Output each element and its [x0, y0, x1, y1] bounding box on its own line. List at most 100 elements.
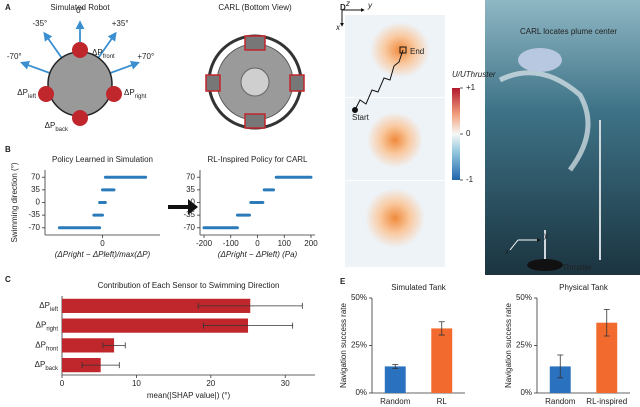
- sensor-label-sub: left: [28, 94, 36, 100]
- axis-name: x: [504, 247, 510, 256]
- sensor: [72, 110, 88, 126]
- panel-label: B: [5, 145, 11, 154]
- x-tick-label: -200: [196, 239, 213, 248]
- carl-image: [205, 34, 305, 130]
- sensor-label: ΔPright: [124, 88, 147, 99]
- colorbar-tick-label: +1: [466, 83, 476, 92]
- error-bar: [102, 342, 126, 349]
- bar: [62, 318, 249, 333]
- sensor-label-base: ΔP: [45, 121, 56, 130]
- error-bar: [603, 309, 610, 337]
- x-axis-label: (ΔPright − ΔPleft) (Pa): [218, 250, 298, 259]
- angle-label: -35°: [32, 19, 47, 28]
- y-tick-label: -70: [28, 223, 40, 232]
- y-tick-label-base: ΔP: [39, 301, 50, 310]
- angle-label: +70°: [137, 52, 154, 61]
- y-tick-label-sub: back: [45, 366, 59, 372]
- y-tick-label: 25%: [516, 341, 532, 350]
- bar: [62, 298, 251, 313]
- y-axis-label: Navigation success rate: [504, 302, 513, 387]
- sensor-label-base: ΔP: [17, 88, 28, 97]
- y-tick-label: -70: [183, 223, 195, 232]
- chart-title: Policy Learned in Simulation: [52, 155, 153, 164]
- y-tick-label: 25%: [351, 341, 367, 350]
- sensor: [106, 86, 122, 102]
- axis-name: x: [335, 23, 341, 32]
- y-tick-label: ΔPright: [36, 321, 59, 332]
- y-tick-label-sub: front: [46, 346, 58, 352]
- y-tick-label: 0: [36, 198, 41, 207]
- sensor: [38, 86, 54, 102]
- x-tick-label: 10: [132, 379, 141, 388]
- y-tick-label-sub: left: [50, 306, 58, 312]
- y-tick-label: 70: [31, 172, 40, 181]
- x-tick-label: 100: [278, 239, 292, 248]
- y-tick-label-sub: right: [46, 326, 58, 332]
- sensor-label: ΔPback: [45, 121, 69, 132]
- axis-name: y: [543, 231, 549, 240]
- bar: [62, 338, 115, 353]
- y-tick-label: 0: [191, 198, 196, 207]
- panel-label: E: [340, 277, 346, 286]
- error-bar: [557, 354, 564, 379]
- sensor-label-base: ΔP: [92, 48, 103, 57]
- sensor-label-base: ΔP: [124, 88, 135, 97]
- sensor-label-sub: right: [135, 94, 147, 100]
- sensor-label: ΔPfront: [92, 48, 115, 59]
- x-tick-label: Random: [545, 397, 576, 406]
- angle-label: -70°: [7, 52, 22, 61]
- chart-title: RL-Inspired Policy for CARL: [207, 155, 308, 164]
- x-tick-label: -100: [223, 239, 240, 248]
- x-tick-label: 0: [100, 239, 105, 248]
- title: CARL (Bottom View): [218, 3, 292, 12]
- y-axis-label: Swimming direction (°): [10, 162, 19, 242]
- sensor-label: ΔPleft: [17, 88, 36, 99]
- y-tick-label: ΔPback: [35, 360, 59, 371]
- annotation: Thruster: [562, 263, 592, 272]
- axis-name: z: [345, 0, 350, 8]
- y-tick-label: 70: [186, 172, 195, 181]
- x-tick-label: RL-inspired: [586, 397, 627, 406]
- panel-label: D: [340, 3, 346, 12]
- annotation: End: [410, 47, 424, 56]
- chart-title: Physical Tank: [559, 283, 609, 292]
- colorbar-label: U/UThruster: [452, 70, 496, 79]
- x-tick-label: 30: [281, 379, 290, 388]
- annotation: Start: [352, 113, 370, 122]
- error-bar: [81, 362, 120, 369]
- y-tick-label: ΔPleft: [39, 301, 58, 312]
- sensor-label-sub: front: [103, 54, 115, 60]
- bar: [62, 358, 101, 373]
- bar: [431, 328, 453, 393]
- panel-label: A: [5, 3, 11, 12]
- x-tick-label: 20: [206, 379, 215, 388]
- y-tick-label: ΔPfront: [35, 340, 58, 351]
- y-tick-label: 50%: [516, 293, 532, 302]
- bar: [596, 322, 618, 393]
- title: Simulated Robot: [50, 3, 110, 12]
- y-tick-label-base: ΔP: [35, 360, 46, 369]
- flow-maps: [340, 8, 460, 267]
- angle-label: +35°: [112, 19, 129, 28]
- y-tick-label: -35: [28, 210, 40, 219]
- x-tick-label: 0: [255, 239, 260, 248]
- chart-title: Contribution of Each Sensor to Swimming …: [98, 281, 280, 290]
- y-tick-label-base: ΔP: [35, 340, 46, 349]
- colorbar-tick-label: -1: [466, 175, 474, 184]
- y-tick-label-base: ΔP: [36, 321, 47, 330]
- chart-title: Simulated Tank: [391, 283, 447, 292]
- y-tick-label: -35: [183, 210, 195, 219]
- error-bar: [197, 302, 303, 309]
- y-tick-label: 35: [186, 185, 195, 194]
- y-tick-label: 0%: [520, 388, 532, 397]
- bar: [549, 366, 571, 393]
- error-bar: [202, 322, 294, 329]
- x-axis-label: mean(|SHAP value|) (°): [147, 391, 231, 400]
- angle-label: 0°: [76, 6, 84, 15]
- x-tick-label: RL: [437, 397, 448, 406]
- x-tick-label: 0: [60, 379, 65, 388]
- x-tick-label: Random: [380, 397, 411, 406]
- colorbar-tick-label: 0: [466, 129, 471, 138]
- y-tick-label: 35: [31, 185, 40, 194]
- x-axis-label: (ΔPright − ΔPleft)/max(ΔP): [55, 250, 151, 259]
